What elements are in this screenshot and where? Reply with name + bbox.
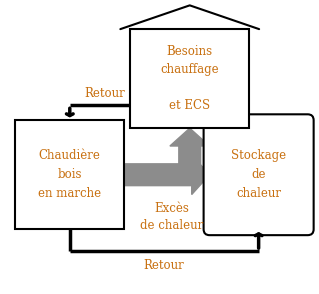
Text: Retour: Retour <box>85 87 125 101</box>
Text: Chaudière
bois
en marche: Chaudière bois en marche <box>38 149 101 200</box>
Bar <box>15 120 124 229</box>
Text: Retour: Retour <box>144 259 185 272</box>
Text: Stockage
de
chaleur: Stockage de chaleur <box>231 149 286 200</box>
FancyBboxPatch shape <box>204 114 314 235</box>
Text: Excès
de chaleur: Excès de chaleur <box>140 203 204 233</box>
FancyArrow shape <box>124 155 210 195</box>
FancyArrow shape <box>170 128 210 175</box>
Bar <box>130 29 249 128</box>
Text: Besoins
chauffage

et ECS: Besoins chauffage et ECS <box>160 45 219 112</box>
